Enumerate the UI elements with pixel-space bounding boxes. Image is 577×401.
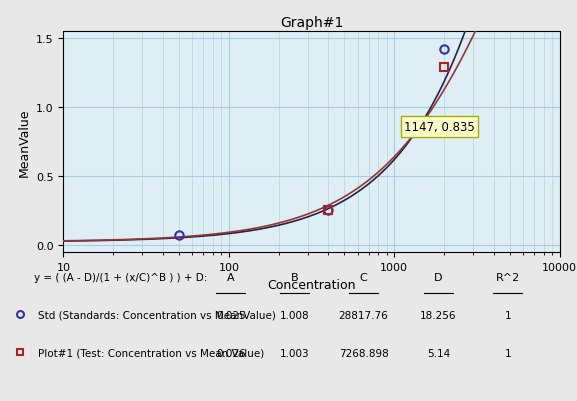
Text: 1.008: 1.008	[279, 310, 309, 320]
Text: 0.026: 0.026	[216, 348, 246, 358]
Text: 18.256: 18.256	[420, 310, 457, 320]
Text: 1147, 0.835: 1147, 0.835	[404, 121, 475, 134]
Text: A: A	[227, 272, 235, 282]
Text: Std (Standards: Concentration vs MeanValue): Std (Standards: Concentration vs MeanVal…	[38, 310, 275, 320]
Text: 0.025: 0.025	[216, 310, 246, 320]
Text: 28817.76: 28817.76	[339, 310, 388, 320]
Text: 1: 1	[504, 348, 511, 358]
Y-axis label: MeanValue: MeanValue	[17, 108, 31, 176]
Text: 1.003: 1.003	[279, 348, 309, 358]
Text: 7268.898: 7268.898	[339, 348, 388, 358]
Text: R^2: R^2	[496, 272, 520, 282]
Text: y = ( (A - D)/(1 + (x/C)^B ) ) + D:: y = ( (A - D)/(1 + (x/C)^B ) ) + D:	[35, 272, 208, 282]
Text: C: C	[359, 272, 368, 282]
Title: Graph#1: Graph#1	[280, 16, 343, 30]
Text: Plot#1 (Test: Concentration vs Mean Value): Plot#1 (Test: Concentration vs Mean Valu…	[38, 348, 264, 358]
Text: D: D	[434, 272, 443, 282]
X-axis label: Concentration: Concentration	[267, 278, 356, 291]
Text: 5.14: 5.14	[427, 348, 450, 358]
Text: B: B	[290, 272, 298, 282]
Text: 1: 1	[504, 310, 511, 320]
